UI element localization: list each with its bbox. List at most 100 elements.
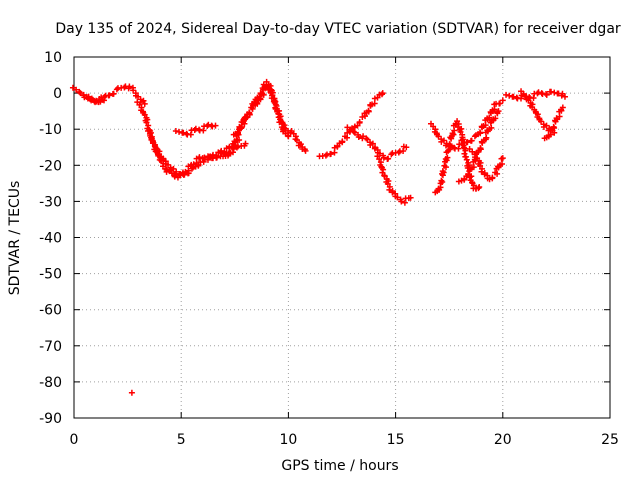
data-point (302, 147, 309, 154)
data-point (536, 115, 543, 122)
data-point (227, 149, 234, 156)
data-point (327, 150, 334, 157)
data-point (386, 186, 393, 193)
data-point (347, 126, 354, 133)
data-point (101, 97, 108, 104)
data-point (76, 88, 83, 95)
data-point (438, 177, 445, 184)
y-tick-label: -50 (39, 267, 62, 283)
data-point (462, 153, 469, 160)
data-point (106, 92, 113, 99)
data-point (350, 128, 357, 135)
data-point (80, 91, 87, 98)
data-point (205, 154, 212, 161)
data-point (176, 171, 183, 178)
data-point (460, 144, 467, 151)
data-point (459, 136, 466, 143)
data-point (172, 128, 179, 135)
data-point (145, 122, 152, 129)
data-point (237, 124, 244, 131)
data-point (483, 134, 490, 141)
data-point (465, 171, 472, 178)
data-point (548, 88, 555, 95)
data-point (550, 123, 557, 130)
y-axis-label: SDTVAR / TECUs (7, 181, 23, 296)
data-point (499, 161, 506, 168)
data-point (344, 124, 351, 131)
data-point (486, 114, 493, 121)
data-point (394, 194, 401, 201)
data-point (144, 116, 151, 123)
data-point (173, 168, 180, 175)
x-tick-label: 5 (177, 432, 186, 448)
x-tick-label: 15 (387, 432, 405, 448)
y-tick-label: -40 (39, 231, 62, 247)
data-point (73, 86, 80, 93)
data-point (365, 107, 372, 114)
data-point (477, 145, 484, 152)
data-point (551, 89, 558, 96)
x-tick-label: 25 (601, 432, 619, 448)
data-point (499, 155, 506, 162)
data-point (395, 149, 402, 156)
y-tick-label: -80 (39, 375, 62, 391)
x-tick-label: 10 (279, 432, 297, 448)
data-point (463, 156, 470, 163)
data-point (476, 129, 483, 136)
data-point (269, 89, 276, 96)
y-tick-label: -20 (39, 158, 62, 174)
data-point (559, 104, 566, 111)
data-point (242, 140, 249, 147)
data-point (276, 107, 283, 114)
data-point (561, 93, 568, 100)
data-point (69, 84, 76, 91)
data-point (88, 97, 95, 104)
data-point (442, 164, 449, 171)
y-tick-label: -60 (39, 303, 62, 319)
data-point (553, 115, 560, 122)
data-point (181, 171, 188, 178)
data-point (494, 170, 501, 177)
y-tick-label: -10 (39, 122, 62, 138)
data-point (488, 124, 495, 131)
data-point (110, 90, 117, 97)
y-tick-label: 0 (53, 86, 62, 102)
data-point (128, 389, 135, 396)
data-point (385, 155, 392, 162)
data-point (543, 122, 550, 129)
axis-ticks: 0 5 10 15 20 25 10 0 -10 -20 -30 -40 -50 -60 -70 -80 -90 (39, 50, 619, 448)
data-point (139, 108, 146, 115)
data-point (458, 125, 465, 132)
x-tick-label: 20 (494, 432, 512, 448)
data-point (433, 130, 440, 137)
y-tick-label: -90 (39, 411, 62, 427)
data-point (543, 91, 550, 98)
x-tick-label: 0 (70, 432, 79, 448)
data-point (476, 183, 483, 190)
data-point (462, 147, 469, 154)
data-point (209, 123, 216, 130)
data-point (499, 97, 506, 104)
data-point (471, 133, 478, 140)
data-point (212, 122, 219, 129)
data-point (468, 137, 475, 144)
data-point (398, 198, 405, 205)
data-point (495, 108, 502, 115)
data-point (559, 90, 566, 97)
data-point (126, 83, 133, 90)
data-point (470, 164, 477, 171)
data-point (388, 151, 395, 158)
chart-title: Day 135 of 2024, Sidereal Day-to-day VTE… (55, 21, 621, 37)
data-point (141, 100, 148, 107)
data-point (273, 102, 280, 109)
data-point (407, 194, 414, 201)
data-point (455, 121, 462, 128)
data-point (363, 135, 370, 142)
data-point (188, 165, 195, 172)
y-tick-label: -70 (39, 339, 62, 355)
data-point (96, 95, 103, 102)
data-point (446, 141, 453, 148)
data-point (230, 146, 237, 153)
